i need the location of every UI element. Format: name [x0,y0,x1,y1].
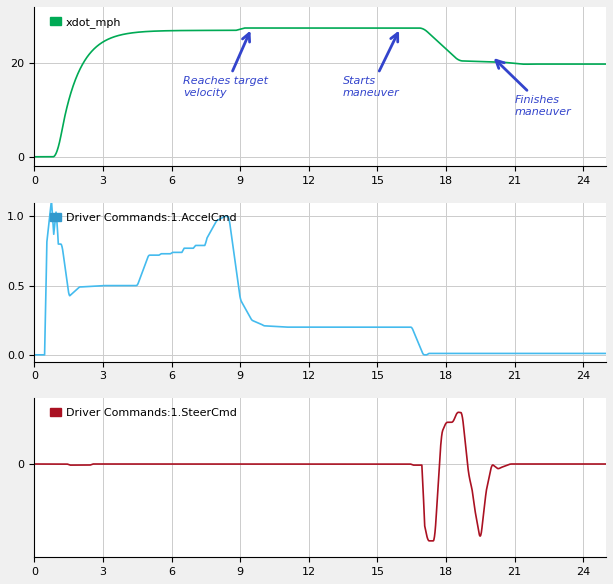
Text: Reaches target
velocity: Reaches target velocity [183,33,268,98]
Legend: Driver Commands:1.SteerCmd: Driver Commands:1.SteerCmd [45,404,241,423]
Text: Finishes
maneuver: Finishes maneuver [496,60,571,117]
Text: Starts
maneuver: Starts maneuver [343,33,400,98]
Legend: xdot_mph: xdot_mph [45,12,126,32]
Legend: Driver Commands:1.AccelCmd: Driver Commands:1.AccelCmd [45,208,241,227]
